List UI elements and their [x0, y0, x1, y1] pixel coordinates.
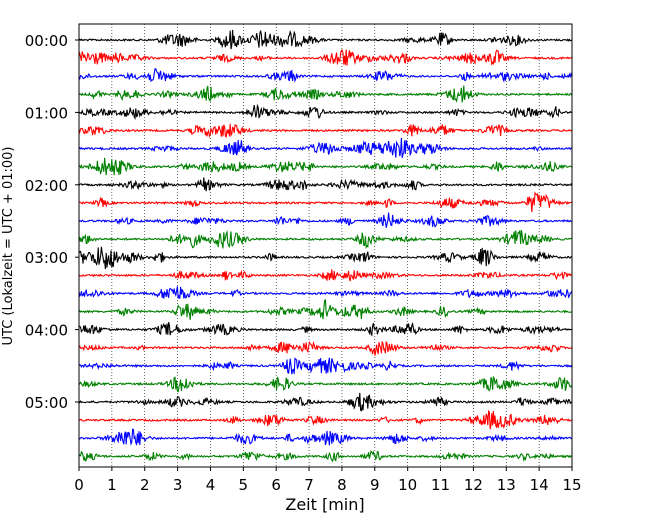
trace-row-0000 [78, 29, 573, 50]
y-tick-label: 02:00 [25, 177, 68, 195]
trace-row-0545 [78, 449, 573, 463]
x-tick-label: 12 [464, 476, 483, 494]
trace-row-0215 [78, 191, 573, 212]
seismic-traces [78, 29, 573, 463]
x-tick-label: 4 [206, 476, 216, 494]
x-tick-label: 13 [497, 476, 516, 494]
trace-row-0345 [78, 298, 572, 320]
x-tick-label: 5 [239, 476, 249, 494]
grid-lines [111, 24, 540, 467]
trace-row-0130 [78, 137, 573, 158]
x-axis: 0 1 2 3 4 5 6 7 8 9 10 11 12 13 14 15 [74, 467, 582, 494]
trace-row-0145 [78, 157, 572, 176]
trace-row-0300 [78, 246, 572, 270]
x-tick-label: 1 [107, 476, 117, 494]
trace-row-0430 [78, 357, 573, 375]
trace-row-0530 [78, 428, 572, 446]
x-tick-label: 6 [271, 476, 281, 494]
y-tick-label: 03:00 [25, 249, 68, 267]
plot-frame [78, 23, 573, 468]
x-tick-label: 15 [562, 476, 581, 494]
x-tick-label: 3 [173, 476, 183, 494]
trace-row-0330 [78, 286, 573, 300]
trace-row-0200 [78, 177, 573, 192]
x-tick-label: 14 [530, 476, 549, 494]
trace-row-0100 [78, 103, 573, 121]
x-tick-label: 0 [74, 476, 84, 494]
trace-row-0245 [78, 230, 572, 250]
x-tick-label: 9 [370, 476, 380, 494]
y-axis-label: UTC (Lokalzeit = UTC + 01:00) [1, 147, 16, 346]
y-tick-label: 01:00 [25, 104, 68, 122]
trace-row-0445 [78, 375, 573, 393]
x-tick-label: 2 [140, 476, 150, 494]
x-tick-label: 11 [431, 476, 450, 494]
x-tick-label: 7 [304, 476, 314, 494]
trace-row-0515 [78, 409, 572, 430]
y-axis: 00:00 01:00 02:00 03:00 04:00 05:00 [25, 32, 79, 412]
y-tick-label: 05:00 [25, 394, 68, 412]
trace-row-0030 [78, 68, 573, 83]
trace-row-0315 [78, 269, 573, 282]
x-tick-label: 10 [398, 476, 417, 494]
x-axis-label: Zeit [min] [285, 495, 364, 514]
trace-row-0400 [78, 322, 573, 337]
trace-row-0015 [78, 49, 573, 66]
y-tick-label: 04:00 [25, 322, 68, 340]
trace-row-0500 [78, 392, 573, 412]
trace-row-0045 [78, 85, 573, 103]
trace-row-0115 [78, 123, 572, 139]
trace-row-0415 [78, 340, 573, 356]
x-tick-label: 8 [337, 476, 347, 494]
trace-row-0230 [78, 212, 572, 228]
y-tick-label: 00:00 [25, 32, 68, 50]
